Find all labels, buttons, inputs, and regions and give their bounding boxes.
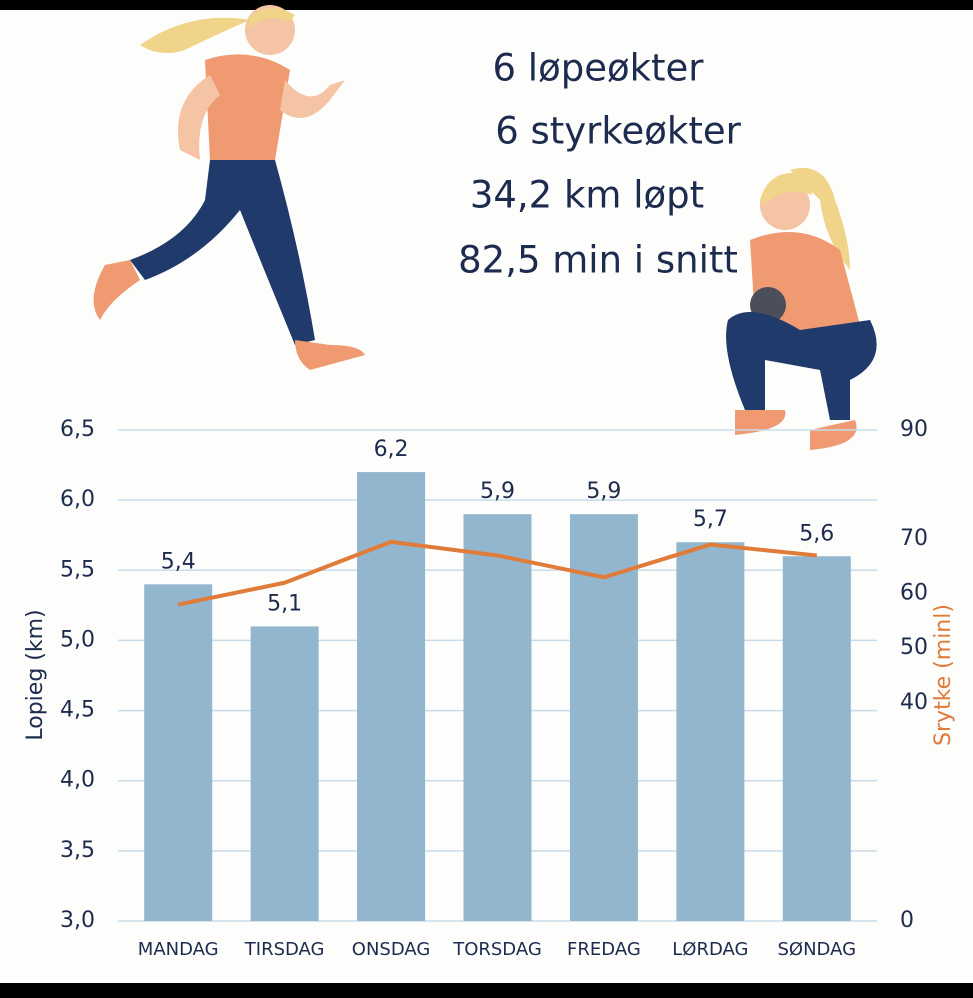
y-tick-label: 5,5 [60, 557, 95, 582]
value-label: 5,1 [267, 591, 302, 616]
y-tick-label: 6,0 [60, 487, 95, 512]
y2-tick-label: 40 [900, 690, 928, 715]
y2-tick-label: 0 [900, 908, 914, 933]
y-tick-label: 6,5 [60, 417, 95, 442]
bar [463, 514, 532, 921]
x-tick-label: MANDAG [138, 939, 219, 960]
y-tick-label: 5,0 [60, 627, 95, 652]
y-tick-label: 3,5 [60, 838, 95, 863]
bar [782, 556, 851, 921]
bar [357, 472, 426, 921]
runner-illustration [93, 5, 365, 370]
y-axis-title: Lopieg (km) [23, 609, 48, 740]
y2-tick-label: 90 [900, 417, 928, 442]
y-tick-label: 4,0 [60, 768, 95, 793]
y2-tick-label: 60 [900, 581, 928, 606]
bar [250, 626, 319, 921]
x-tick-label: ONSDAG [352, 939, 431, 960]
stat-text: 6 løpeøkter [492, 47, 704, 90]
x-tick-label: TORSDAG [452, 939, 542, 960]
bar [569, 514, 638, 921]
y2-axis-title: Srytke (minl) [931, 604, 956, 746]
squat-illustration [726, 168, 877, 450]
x-tick-label: TIRSDAG [244, 939, 325, 960]
y2-tick-label: 70 [900, 526, 928, 551]
value-label: 5,4 [161, 549, 196, 574]
y2-tick-label: 50 [900, 635, 928, 660]
x-tick-label: SØNDAG [778, 939, 857, 960]
bar [676, 542, 745, 921]
y-tick-label: 3,0 [60, 908, 95, 933]
value-label: 5,6 [799, 521, 834, 546]
value-label: 5,9 [586, 479, 621, 504]
x-tick-label: LØRDAG [672, 939, 748, 960]
line [177, 539, 817, 607]
stat-text: 34,2 km løpt [470, 174, 704, 217]
x-tick-label: FREDAG [567, 939, 641, 960]
y-tick-label: 4,5 [60, 698, 95, 723]
stat-text: 82,5 min i snitt [458, 239, 738, 282]
stat-text: 6 styrkeøkter [495, 110, 741, 153]
value-label: 5,9 [480, 479, 515, 504]
value-label: 6,2 [374, 437, 409, 462]
bar [144, 584, 213, 921]
value-label: 5,7 [693, 507, 728, 532]
